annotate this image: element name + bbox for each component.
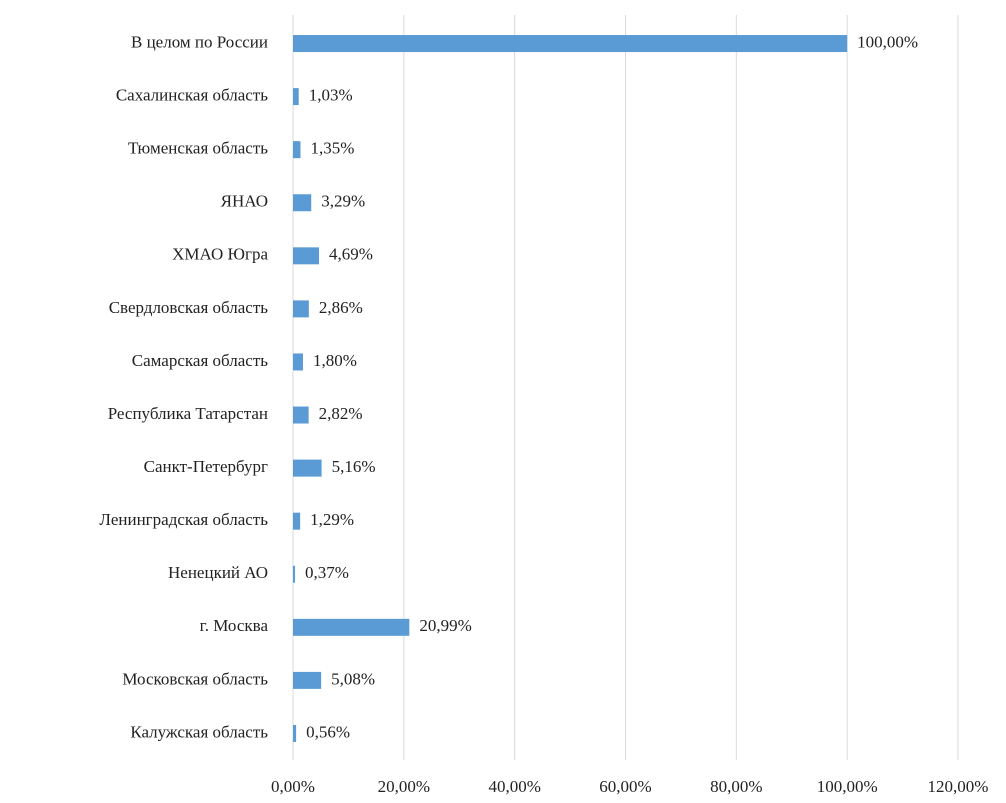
- value-label: 1,03%: [309, 86, 353, 105]
- x-tick-label: 100,00%: [817, 777, 878, 796]
- bar: [293, 300, 309, 318]
- value-label: 20,99%: [419, 616, 471, 635]
- bar: [293, 35, 848, 53]
- bar: [293, 459, 322, 477]
- bar: [293, 724, 297, 742]
- x-tick-label: 60,00%: [599, 777, 651, 796]
- y-tick-label: ХМАО Югра: [172, 245, 268, 264]
- y-tick-label: ЯНАО: [221, 192, 268, 211]
- x-tick-label: 0,00%: [271, 777, 315, 796]
- bar: [293, 88, 299, 106]
- x-tick-label: 80,00%: [710, 777, 762, 796]
- y-tick-label: г. Москва: [200, 616, 269, 635]
- bar: [293, 141, 301, 159]
- y-tick-label: Московская область: [122, 669, 268, 688]
- value-label: 2,82%: [319, 404, 363, 423]
- bar: [293, 406, 309, 424]
- bar: [293, 512, 301, 530]
- value-label: 5,16%: [332, 457, 376, 476]
- y-tick-label: Ненецкий АО: [168, 563, 268, 582]
- y-tick-label: В целом по России: [131, 32, 268, 51]
- value-label: 4,69%: [329, 245, 373, 264]
- value-label: 100,00%: [857, 32, 918, 51]
- value-label: 0,37%: [305, 563, 349, 582]
- y-tick-label: Свердловская область: [109, 298, 269, 317]
- x-tick-label: 120,00%: [928, 777, 989, 796]
- x-tick-label: 40,00%: [488, 777, 540, 796]
- bar: [293, 671, 322, 689]
- y-tick-label: Самарская область: [132, 351, 268, 370]
- bar: [293, 194, 312, 212]
- y-tick-label: Ленинградская область: [99, 510, 268, 529]
- value-label: 1,35%: [310, 139, 354, 158]
- value-label: 0,56%: [306, 722, 350, 741]
- bar: [293, 618, 410, 636]
- y-tick-label: Тюменская область: [128, 139, 268, 158]
- value-label: 2,86%: [319, 298, 363, 317]
- bar: [293, 353, 303, 371]
- y-tick-label: Калужская область: [130, 722, 268, 741]
- value-label: 3,29%: [321, 192, 365, 211]
- value-label: 5,08%: [331, 669, 375, 688]
- bar: [293, 565, 296, 583]
- value-label: 1,80%: [313, 351, 357, 370]
- y-tick-label: Республика Татарстан: [108, 404, 268, 423]
- y-tick-label: Сахалинская область: [116, 86, 268, 105]
- value-label: 1,29%: [310, 510, 354, 529]
- y-tick-label: Санкт-Петербург: [144, 457, 268, 476]
- x-tick-label: 20,00%: [378, 777, 430, 796]
- bar: [293, 247, 319, 265]
